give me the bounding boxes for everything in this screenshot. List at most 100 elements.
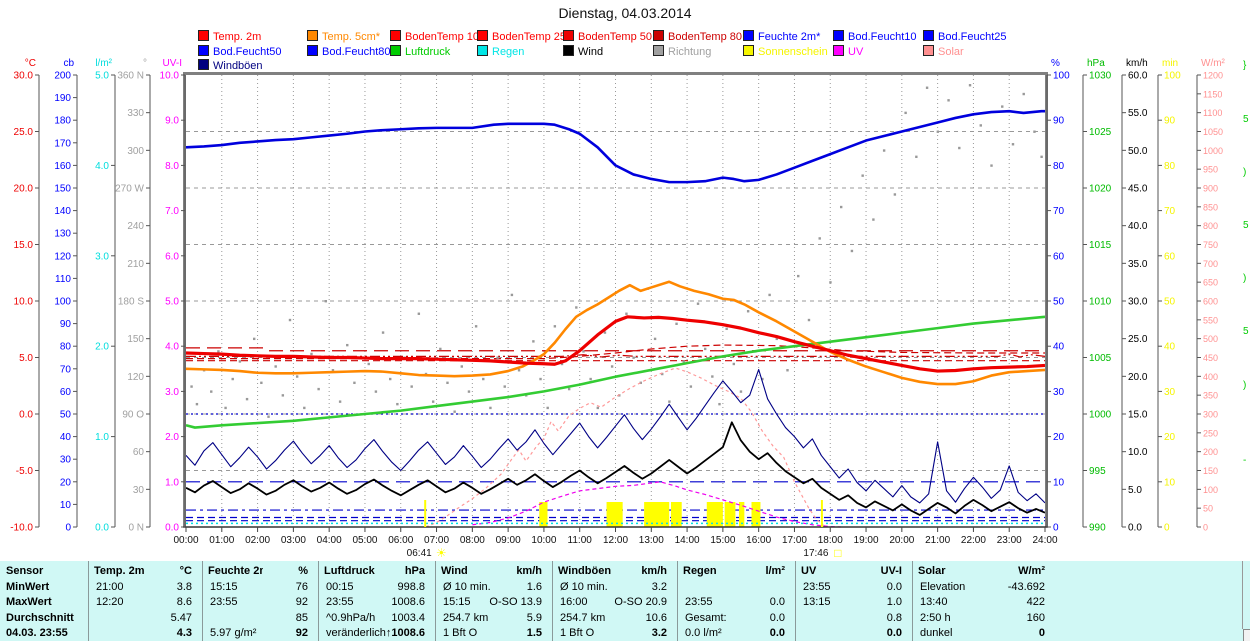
series-richtung-dot [539, 377, 542, 381]
resize-grip-icon[interactable] [1243, 629, 1250, 641]
axis-tick-label-min: 20 [1164, 432, 1176, 443]
series-sonnenschein-block [738, 502, 745, 527]
axis-tick-label-cb: 80 [60, 342, 72, 353]
axis-tick-label-wm2: 550 [1203, 315, 1218, 325]
legend-swatch-icon [198, 59, 209, 70]
x-tick-label: 02:00 [245, 535, 270, 546]
series-richtung-dot [546, 406, 549, 410]
clipped-axis-fragment: 5 [1243, 220, 1249, 231]
legend-label: BodenTemp 10 [405, 31, 479, 43]
legend-item-uv: UV [833, 45, 863, 58]
x-tick-label: 15:00 [710, 535, 735, 546]
table-cell-value: 1.6 [526, 580, 542, 593]
axis-tick-label-kmh: 40.0 [1128, 221, 1148, 232]
axis-tick-label-wm2: 600 [1203, 297, 1218, 307]
axis-tick-label-lm2: 4.0 [95, 161, 109, 172]
axis-tick-label-deg: 240 [127, 221, 144, 232]
table-header-name: Temp. 2m [94, 565, 145, 577]
table-cell-value: 92 [295, 627, 308, 639]
legend-swatch-icon [743, 45, 754, 56]
table-cell-label: Ø 10 min. [560, 580, 608, 593]
legend-swatch-icon [833, 30, 844, 41]
axis-tick-label-c: 25.0 [14, 127, 34, 138]
table-cell-label: 5.97 g/m² [210, 627, 257, 639]
series-richtung-dot [893, 193, 897, 196]
series-richtung-dot [990, 164, 993, 167]
axis-tick-label-deg: 300 [127, 146, 144, 157]
legend-swatch-icon [198, 45, 209, 56]
series-richtung-dot [195, 402, 199, 406]
table-cell-value: 0.0 [769, 627, 785, 639]
x-tick-label: 20:00 [889, 535, 914, 546]
sunrise-time: 06:41 [407, 548, 432, 559]
axis-tick-label-wm2: 50 [1203, 504, 1213, 514]
series-richtung-dot [850, 249, 854, 253]
series-richtung-dot [389, 377, 392, 381]
axis-tick-label-pct: 100 [1053, 71, 1070, 82]
legend-item-bod-feucht10: Bod.Feucht10 [833, 30, 917, 43]
axis-tick-label-deg: 30 [133, 485, 145, 496]
axis-tick-label-uvi: 8.0 [165, 161, 179, 172]
axis-tick-label-wm2: 300 [1203, 410, 1218, 420]
axis-tick-label-hpa: 1030 [1089, 71, 1112, 82]
table-header-unit: % [298, 565, 308, 577]
series-richtung-dot [746, 310, 750, 313]
series-richtung-dot [231, 377, 234, 381]
series-richtung-dot [467, 390, 471, 393]
series-temp-5cm [185, 280, 1046, 386]
x-tick-label: 18:00 [818, 535, 843, 546]
series-richtung-dot [675, 322, 678, 325]
table-column-divider [318, 561, 319, 641]
axis-tick-label-kmh: 15.0 [1128, 410, 1148, 421]
series-richtung-dot [682, 360, 685, 363]
series-sonnenschein-block [751, 502, 761, 527]
series-richtung-dot [210, 390, 213, 393]
axis-tick-label-cb: 90 [60, 319, 72, 330]
legend-label: Bod.Feucht80 [322, 46, 391, 58]
axis-tick-label-pct: 0 [1053, 523, 1059, 534]
series-richtung-dot [739, 390, 743, 393]
legend-swatch-icon [198, 30, 209, 41]
axis-tick-label-lm2: 0.0 [95, 523, 109, 534]
table-header-name: Feuchte 2m [208, 565, 263, 577]
table-cell-label: ^0.9hPa/h [326, 611, 376, 624]
axis-tick-label-pct: 30 [1053, 387, 1065, 398]
series-richtung-dot [474, 325, 478, 328]
clipped-axis-fragment: - [1243, 455, 1246, 466]
axis-tick-label-kmh: 25.0 [1128, 334, 1148, 345]
series-richtung-dot [807, 318, 811, 322]
series-richtung-dot [267, 415, 270, 418]
table-cell-value: 3.8 [176, 580, 192, 593]
series-richtung-dot [396, 402, 399, 406]
x-tick-label: 14:00 [675, 535, 700, 546]
series-sonnenschein-block [606, 502, 623, 527]
series-richtung-dot [274, 365, 277, 368]
axis-tick-label-cb: 200 [54, 71, 71, 82]
axis-tick-label-deg: 360 N [117, 71, 144, 82]
series-richtung-dot [936, 130, 940, 133]
x-tick-label: 03:00 [281, 535, 306, 546]
table-cell-label: Gesamt: [685, 611, 727, 624]
axis-tick-label-wm2: 0 [1203, 523, 1208, 533]
axis-tick-label-min: 100 [1164, 71, 1181, 82]
legend-swatch-icon [923, 30, 934, 41]
x-tick-label: 13:00 [639, 535, 664, 546]
sunset-time: 17:46 [803, 548, 828, 559]
axis-tick-label-wm2: 1050 [1203, 127, 1223, 137]
axis-tick-label-uvi: 7.0 [165, 206, 179, 217]
axis-tick-label-min: 50 [1164, 297, 1176, 308]
series-richtung-dot [829, 281, 832, 284]
page-title: Dienstag, 04.03.2014 [558, 5, 692, 21]
axis-tick-label-min: 70 [1164, 206, 1176, 217]
axis-tick-label-hpa: 1025 [1089, 127, 1112, 138]
axis-tick-label-c: 5.0 [19, 353, 33, 364]
axis-tick-label-uvi: 3.0 [165, 387, 179, 398]
axis-tick-label-cb: 50 [60, 410, 72, 421]
series-richtung-dot [575, 306, 578, 309]
legend-swatch-icon [833, 45, 844, 56]
axis-unit-hpa: hPa [1087, 58, 1105, 69]
series-richtung-dot [460, 365, 463, 368]
table-cell-value: 0 [1038, 627, 1045, 639]
legend-swatch-icon [563, 45, 574, 56]
table-row-label: MinWert [6, 580, 50, 593]
